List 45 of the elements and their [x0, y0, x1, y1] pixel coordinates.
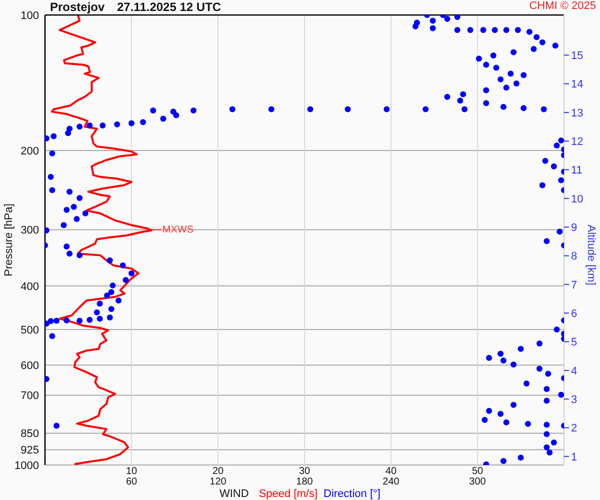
- y-tick-label: 400: [20, 280, 39, 293]
- y-tick-label: 200: [20, 145, 39, 158]
- y-tick-label: 700: [20, 390, 39, 402]
- y2-tick-label: 6: [571, 308, 578, 320]
- text: Speed [m/s]: [258, 488, 318, 500]
- line-series: [50, 15, 152, 465]
- x2-tick-label: 240: [382, 476, 400, 488]
- y-tick-label: 850: [20, 428, 39, 440]
- y2-axis-title: Altitude [km]: [585, 224, 597, 286]
- x2-tick-label: 60: [126, 476, 138, 488]
- y-axis-title: Pressure [hPa]: [3, 204, 15, 276]
- y-tick-label: 500: [20, 324, 39, 336]
- x-tick-label: 50: [472, 466, 484, 478]
- x-tick-label: 10: [126, 466, 138, 478]
- x2-tick-label: 120: [210, 476, 227, 488]
- y-tick-label: 300: [20, 224, 39, 237]
- text: Direction [°]: [324, 488, 380, 500]
- y2-tick-label: 1: [571, 451, 578, 464]
- x-axis-title: WIND: [219, 488, 249, 500]
- y2-tick-label: 12: [571, 136, 584, 148]
- y2-tick-label: 8: [571, 250, 578, 263]
- text: CHMI © 2025: [529, 0, 596, 13]
- x-tick-label: 20: [212, 466, 224, 478]
- chart-subtitle: 27.11.2025 12 UTC: [117, 0, 222, 14]
- y2-tick-label: 10: [571, 193, 584, 206]
- x2-tick-label: 300: [469, 476, 486, 488]
- y2-tick-label: 2: [571, 422, 578, 435]
- annotation: MXWS: [162, 224, 194, 236]
- y2-tick-label: 14: [571, 78, 584, 91]
- y2-tick-label: 15: [571, 50, 584, 62]
- x-tick-label: 40: [385, 466, 397, 478]
- y-tick-label: 1000: [14, 460, 39, 472]
- chart-title: Prostejov: [50, 0, 105, 14]
- y2-tick-label: 7: [571, 279, 578, 292]
- y-tick-label: 600: [20, 360, 39, 372]
- y2-tick-label: 13: [571, 107, 584, 120]
- x2-tick-label: 180: [296, 476, 314, 488]
- y-tick-label: 925: [20, 444, 39, 457]
- y-tick-label: 100: [20, 10, 39, 22]
- y2-tick-label: 4: [571, 365, 578, 378]
- y2-tick-label: 5: [571, 336, 578, 349]
- y2-tick-label: 9: [571, 222, 578, 234]
- y2-tick-label: 3: [571, 394, 578, 406]
- x-tick-label: 30: [298, 466, 310, 478]
- y2-tick-label: 11: [571, 164, 582, 177]
